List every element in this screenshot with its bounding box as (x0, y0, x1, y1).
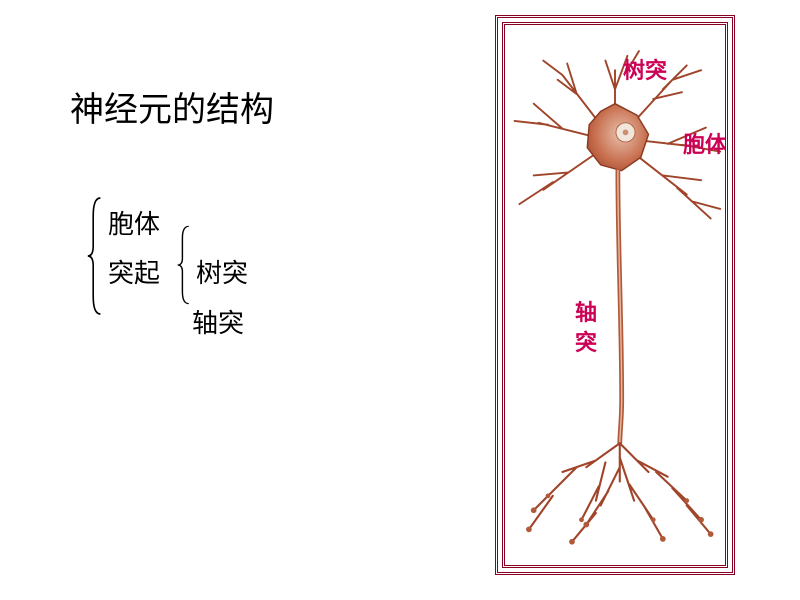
slide-title: 神经元的结构 (70, 82, 274, 131)
neuron-diagram: 树突 胞体 轴 突 (502, 22, 728, 568)
label-axon-line1: 轴 (575, 295, 597, 327)
outline-dendrite: 树突 (196, 249, 248, 298)
outline-process: 突起 (108, 249, 160, 298)
label-soma: 胞体 (683, 127, 727, 159)
outline-axon: 轴突 (192, 299, 248, 348)
label-axon-line2: 突 (575, 325, 597, 357)
label-dendrite: 树突 (623, 53, 667, 85)
structure-outline: 胞体 突起 树突 轴突 (100, 200, 248, 348)
neuron-diagram-frame: 树突 胞体 轴 突 (495, 15, 735, 575)
neuron-icon (505, 25, 725, 565)
slide: 神经元的结构 胞体 突起 树突 轴突 (0, 0, 800, 600)
outline-cell-body: 胞体 (108, 200, 248, 249)
